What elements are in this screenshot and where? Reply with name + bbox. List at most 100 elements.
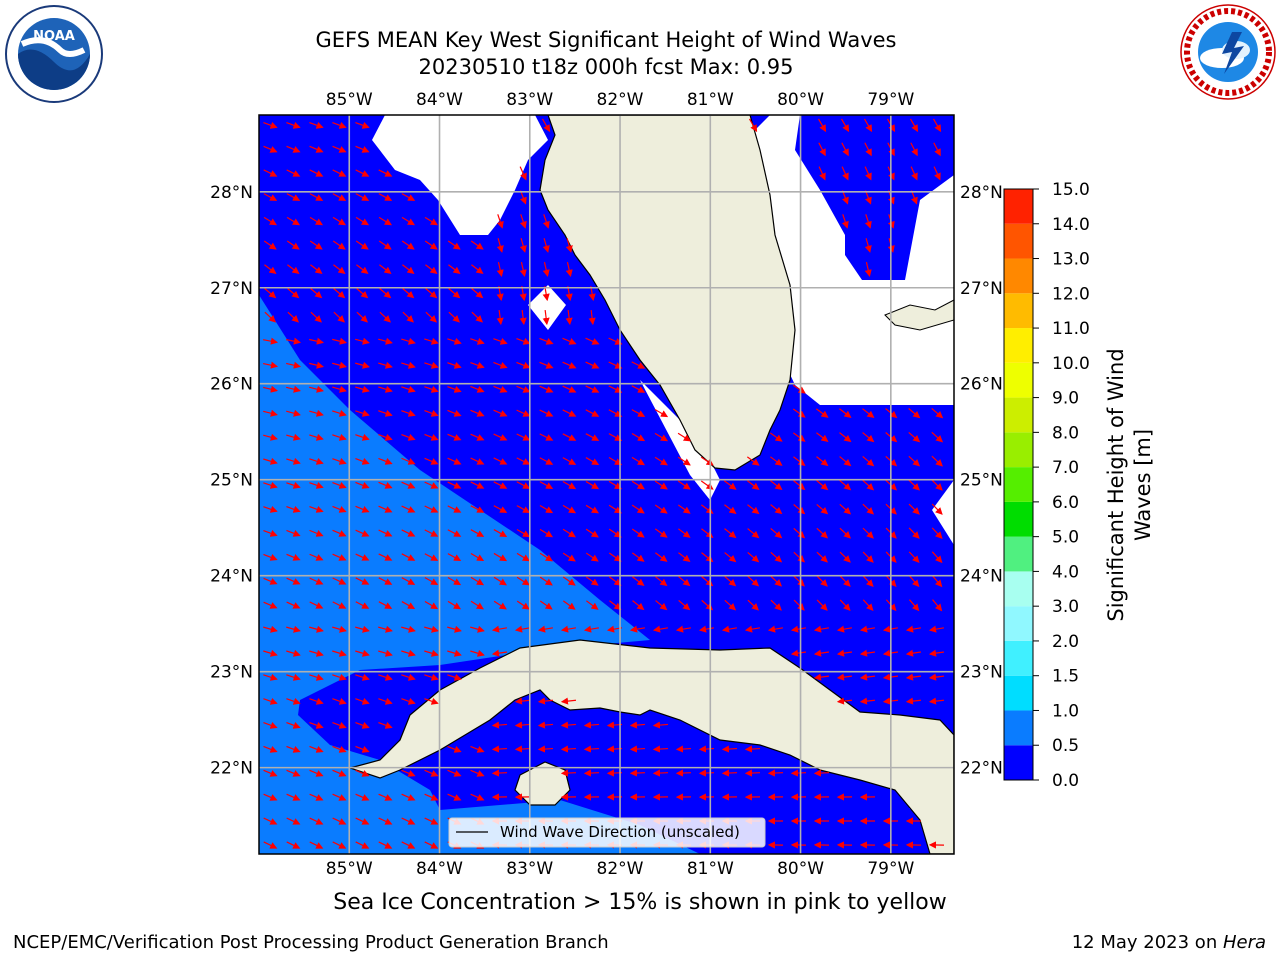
- wind-wave-arrow: [332, 817, 347, 825]
- wind-wave-arrow: [286, 817, 301, 825]
- wind-wave-arrow: [839, 575, 851, 587]
- wind-wave-arrow: [447, 553, 462, 561]
- lon-tick-label: 80°W: [777, 90, 824, 110]
- wind-wave-arrow: [286, 337, 302, 345]
- wind-wave-arrow: [286, 721, 301, 729]
- wind-wave-arrow: [356, 311, 368, 323]
- wind-wave-arrow: [378, 529, 393, 537]
- wind-wave-arrow: [723, 480, 737, 490]
- nodata-region: [932, 480, 954, 545]
- wind-wave-arrow: [286, 841, 301, 849]
- wind-wave-arrow: [309, 769, 324, 777]
- colorbar-tick-label: 1.5: [1052, 667, 1079, 687]
- lat-tick-label: 24°N: [210, 567, 253, 587]
- colorbar-segment: [1004, 432, 1033, 468]
- wind-wave-arrow: [516, 361, 531, 369]
- wind-wave-arrow: [402, 311, 414, 323]
- colorbar-tick-label: 15.0: [1052, 180, 1090, 200]
- wind-wave-arrow: [862, 456, 875, 467]
- wind-wave-arrow: [516, 528, 531, 538]
- wind-wave-arrow: [493, 505, 508, 513]
- wind-wave-arrow: [447, 337, 462, 345]
- wind-wave-arrow: [309, 361, 324, 369]
- wind-wave-arrow: [516, 409, 531, 417]
- wind-wave-arrow: [539, 481, 554, 489]
- lat-tick-label: 27°N: [960, 279, 1003, 299]
- wind-wave-arrow: [841, 142, 849, 157]
- wind-wave-arrow: [859, 673, 876, 681]
- wind-wave-arrow: [309, 433, 324, 441]
- wind-wave-arrow: [401, 385, 416, 393]
- wind-wave-arrow: [516, 385, 531, 393]
- wind-wave-arrow: [910, 166, 918, 181]
- wind-wave-arrow: [817, 118, 827, 133]
- wind-wave-arrow: [491, 625, 508, 633]
- wind-wave-arrow: [931, 479, 943, 491]
- wind-wave-arrow: [537, 625, 554, 633]
- wind-wave-arrow: [309, 169, 324, 177]
- wind-wave-arrow: [493, 457, 508, 465]
- colorbar-tick-label: 12.0: [1052, 284, 1090, 304]
- wind-wave-arrows: [263, 118, 945, 849]
- wind-wave-arrow: [815, 408, 829, 418]
- wind-wave-arrow: [263, 721, 278, 729]
- wind-wave-arrow: [470, 793, 485, 801]
- colorbar-tick-label: 0.0: [1052, 771, 1079, 791]
- legend-label: Wind Wave Direction (unscaled): [500, 823, 740, 841]
- wind-wave-arrow: [263, 240, 277, 250]
- wind-wave-arrow: [310, 311, 322, 323]
- wind-wave-arrow: [378, 601, 393, 609]
- wind-wave-arrow: [332, 240, 346, 250]
- wind-wave-arrow: [401, 409, 416, 417]
- wind-wave-arrow: [447, 673, 462, 681]
- wind-wave-arrow: [608, 552, 622, 562]
- wind-wave-arrow: [470, 553, 485, 562]
- wind-wave-arrow: [401, 505, 416, 513]
- wind-wave-arrow: [931, 551, 943, 564]
- colorbar-segment: [1004, 293, 1033, 329]
- wind-wave-arrow: [539, 361, 554, 369]
- wind-wave-arrow: [424, 841, 439, 849]
- wind-wave-arrow: [263, 121, 278, 129]
- wind-wave-arrow: [565, 309, 573, 326]
- wind-wave-arrow: [747, 575, 760, 587]
- wind-wave-arrow: [401, 240, 415, 250]
- wind-wave-arrow: [793, 504, 806, 515]
- wind-wave-arrow: [378, 385, 393, 393]
- wind-wave-arrow: [654, 528, 668, 538]
- wind-wave-arrow: [448, 288, 461, 299]
- wind-wave-arrow: [263, 193, 278, 201]
- wind-wave-arrow: [793, 599, 805, 611]
- wind-wave-arrow: [355, 121, 370, 129]
- footer-date: 12 May 2023 on Hera: [1072, 932, 1266, 953]
- wind-wave-arrow: [309, 457, 324, 465]
- wind-wave-arrow: [309, 216, 323, 226]
- lat-tick-label: 27°N: [210, 279, 253, 299]
- colorbar-segment: [1004, 189, 1033, 224]
- wind-wave-arrow: [401, 529, 416, 537]
- wind-wave-arrow: [402, 288, 415, 299]
- wind-wave-arrow: [908, 503, 920, 515]
- wind-wave-arrow: [286, 553, 301, 561]
- wind-wave-arrow: [378, 216, 392, 226]
- wind-wave-arrow: [539, 457, 554, 465]
- wind-wave-arrow: [562, 600, 576, 610]
- wind-wave-arrow: [585, 433, 600, 441]
- lat-tick-label: 22°N: [210, 759, 253, 779]
- wind-wave-arrow: [309, 649, 324, 657]
- nodata-region: [640, 380, 720, 500]
- wind-wave-arrow: [585, 409, 600, 417]
- wind-wave-arrow: [932, 599, 943, 612]
- wind-wave-arrow: [263, 817, 278, 825]
- wind-wave-arrow: [816, 456, 829, 467]
- wind-wave-arrow: [562, 552, 576, 562]
- wind-wave-arrow: [424, 577, 439, 585]
- wind-wave-arrow: [287, 311, 299, 323]
- wind-wave-arrow: [332, 505, 347, 513]
- wind-wave-arrow: [425, 288, 438, 299]
- wind-wave-arrow: [378, 841, 393, 849]
- wind-wave-arrow: [424, 625, 439, 633]
- wind-wave-arrow: [470, 576, 485, 586]
- colorbar-tick-label: 7.0: [1052, 458, 1079, 478]
- wind-wave-arrow: [516, 552, 530, 562]
